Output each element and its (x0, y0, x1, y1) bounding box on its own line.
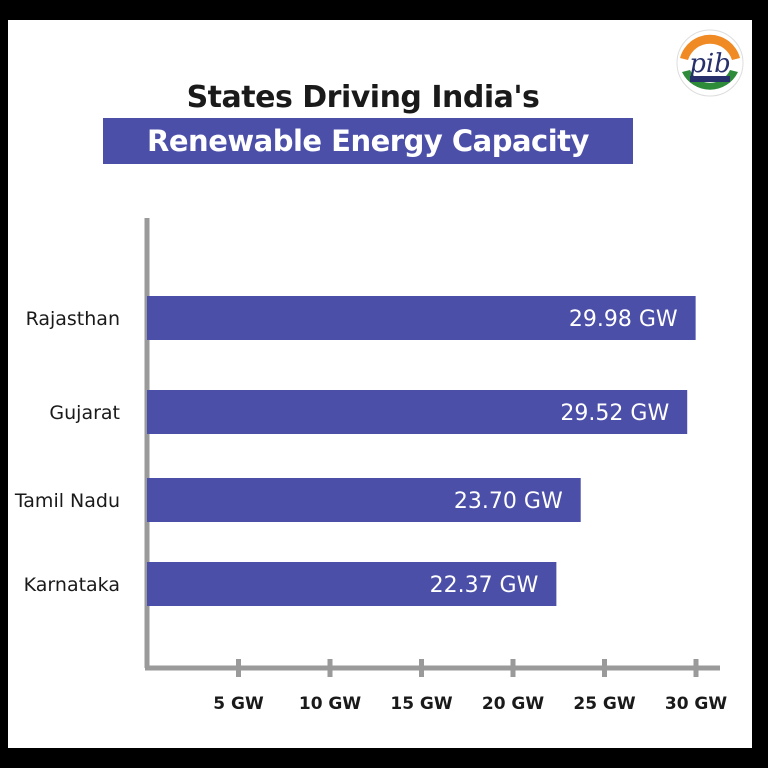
bar-value-label: 22.37 GW (430, 573, 539, 598)
chart-title: States Driving India's (186, 80, 540, 115)
logo-text: pib (689, 49, 731, 79)
x-tick-label: 10 GW (299, 694, 362, 714)
chart-category-labels: Rajasthan Gujarat Tamil Nadu Karnataka (14, 308, 120, 596)
category-label: Rajasthan (26, 308, 120, 330)
x-tick-label: 5 GW (213, 694, 264, 714)
chart-bars (147, 296, 696, 606)
chart-value-labels: 29.98 GW 29.52 GW 23.70 GW 22.37 GW (430, 307, 678, 598)
subtitle-band (103, 118, 633, 164)
bar-tamil-nadu (147, 478, 581, 522)
chart-subtitle: Renewable Energy Capacity (147, 124, 589, 158)
x-tick-label: 15 GW (390, 694, 453, 714)
bar-value-label: 29.52 GW (560, 401, 669, 426)
bar-value-label: 29.98 GW (569, 307, 678, 332)
bar-rajasthan (147, 296, 696, 340)
logo-saffron-arc (680, 34, 740, 60)
bar-value-label: 23.70 GW (454, 489, 563, 514)
logo-green-arc (682, 70, 738, 90)
x-tick-label: 20 GW (482, 694, 545, 714)
logo-ribbon (690, 76, 730, 82)
category-label: Gujarat (49, 402, 120, 424)
chart-x-ticks: 5 GW 10 GW 15 GW 20 GW 25 GW 30 GW (213, 659, 727, 714)
bar-karnataka (147, 562, 557, 606)
category-label: Tamil Nadu (14, 490, 120, 512)
category-label: Karnataka (24, 574, 120, 596)
bar-gujarat (147, 390, 688, 434)
x-tick-label: 30 GW (665, 694, 728, 714)
pib-logo-icon: pib (676, 29, 744, 97)
x-tick-label: 25 GW (573, 694, 636, 714)
